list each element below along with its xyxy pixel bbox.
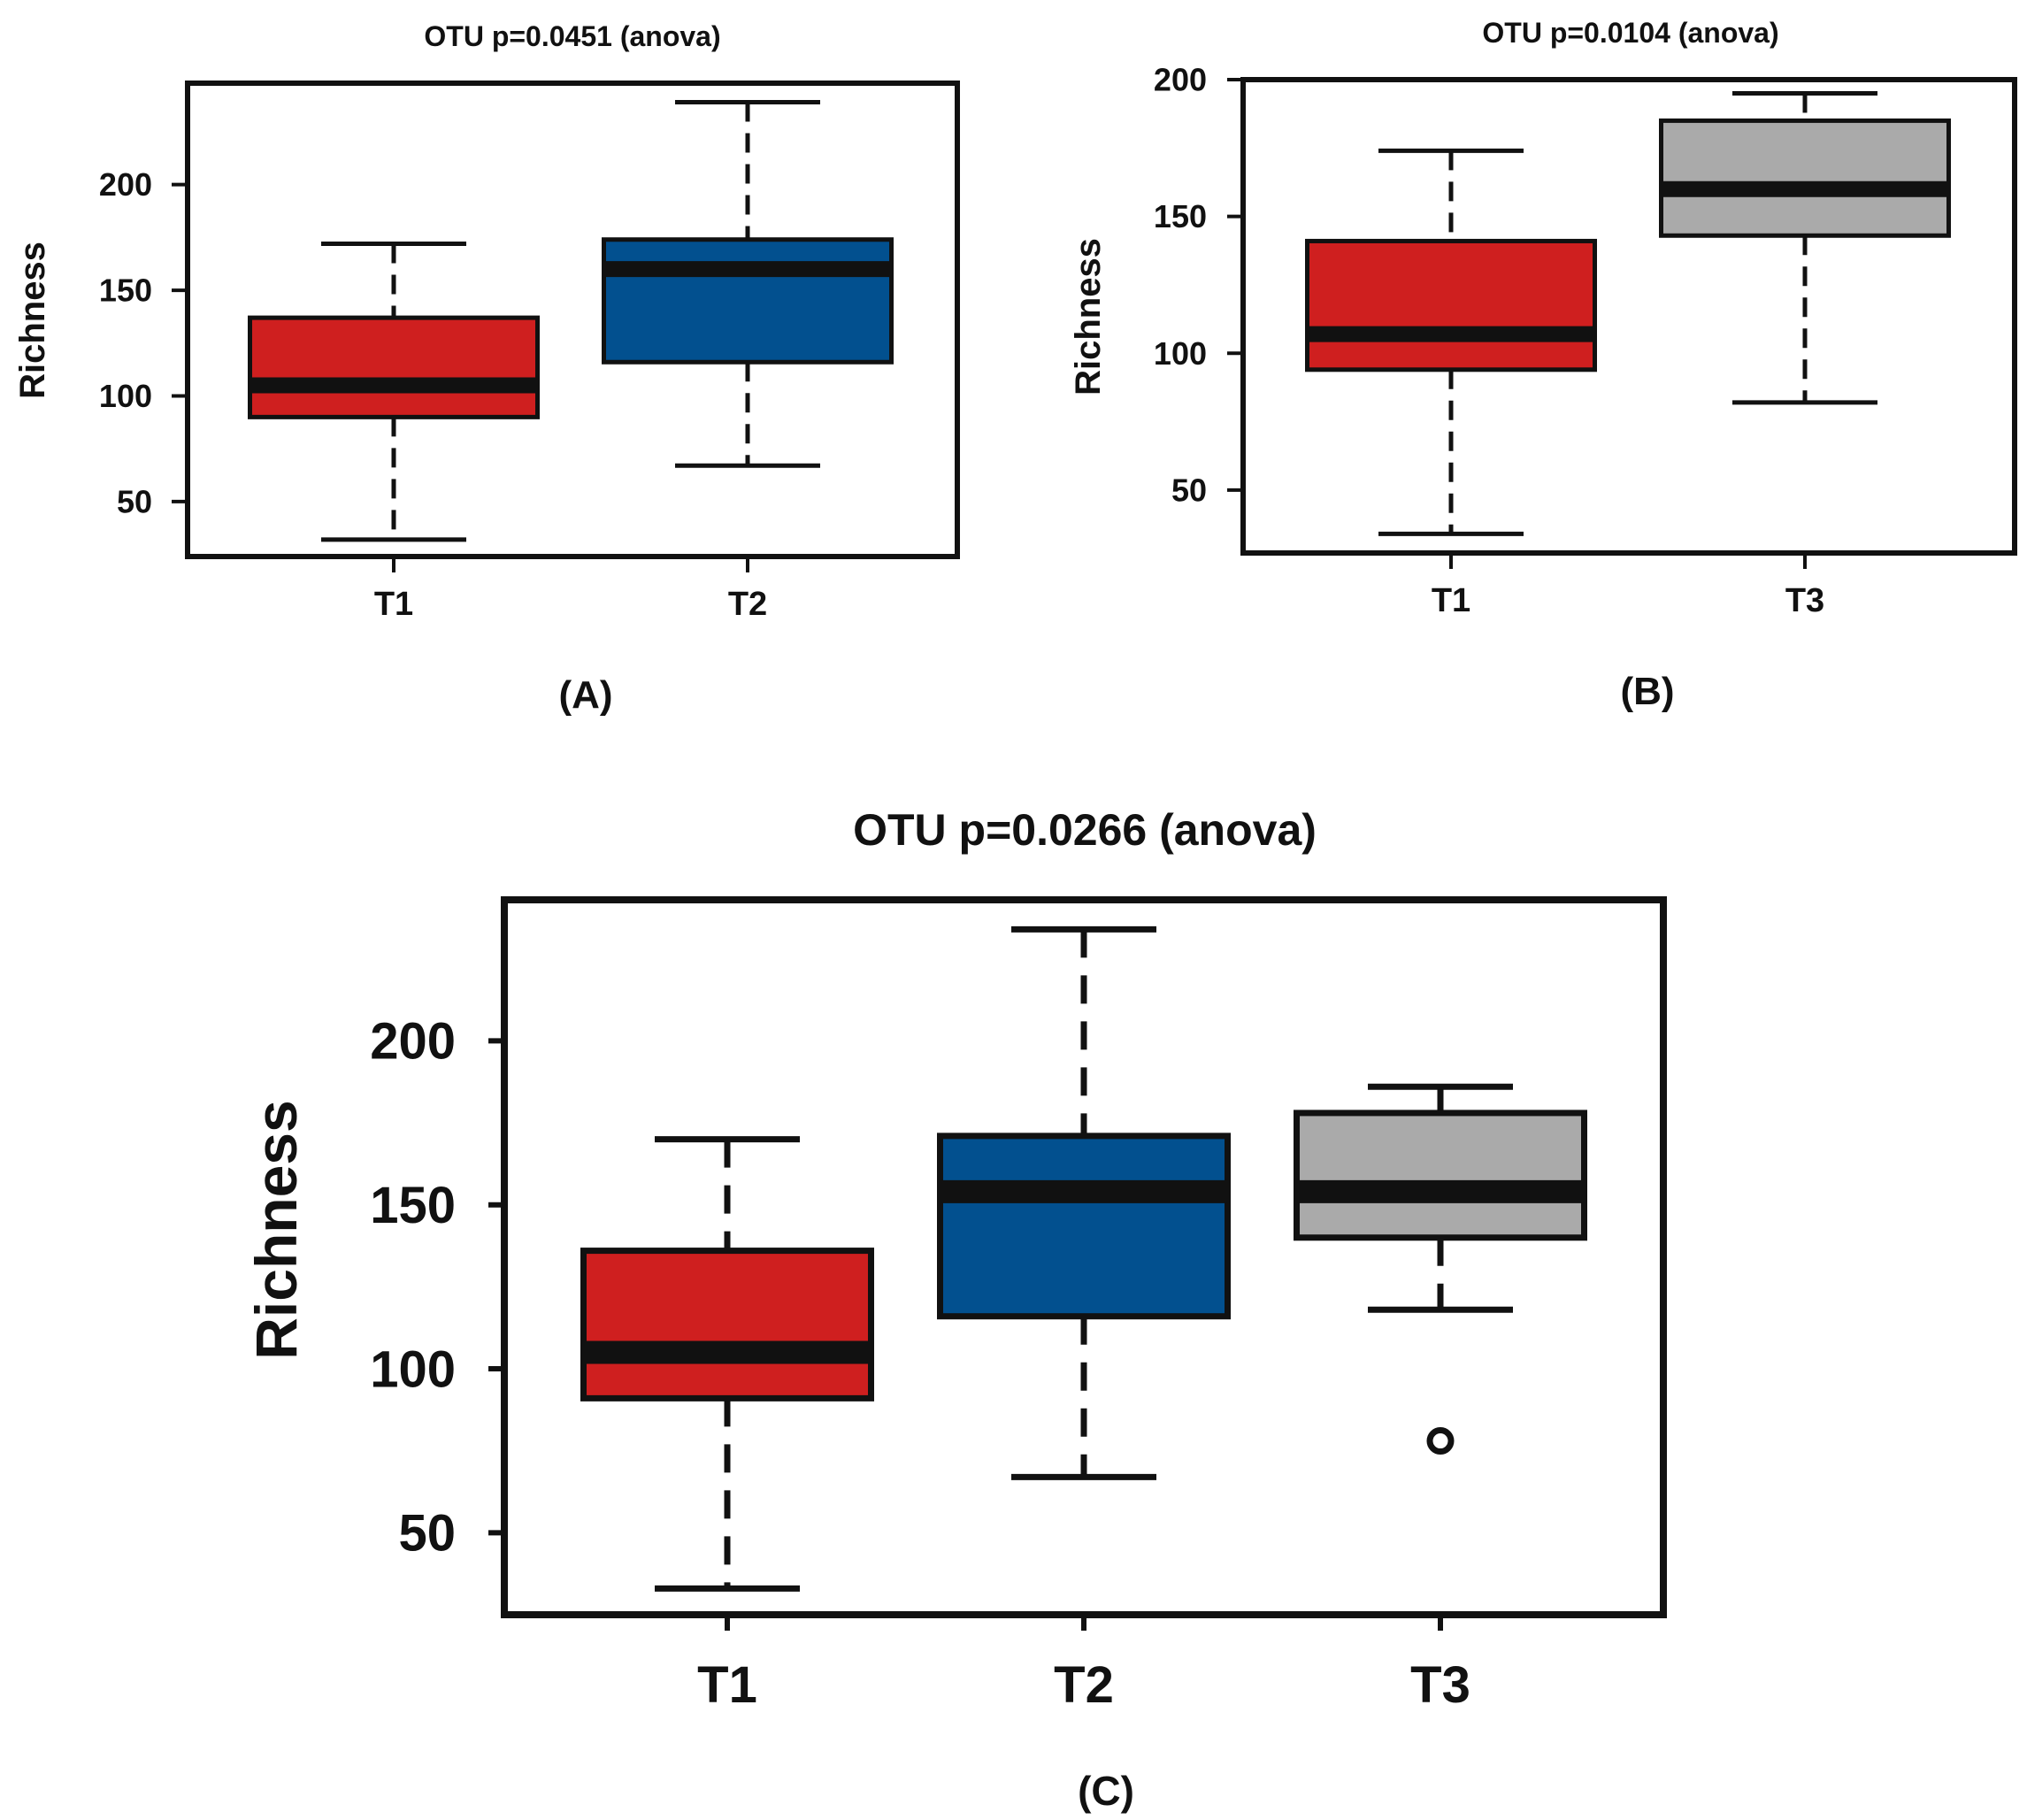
y-axis-a: 50 100 150 200 — [99, 166, 188, 520]
box-body-t1 — [248, 315, 540, 419]
panel-label-a: (A) — [558, 673, 612, 717]
box-body-t2 — [602, 237, 894, 365]
y-axis-label-a: Richness — [13, 242, 52, 399]
y-axis-label-b: Richness — [1069, 238, 1108, 395]
y-tick-label-100: 100 — [370, 1340, 456, 1398]
chart-title-b: OTU p=0.0104 (anova) — [1482, 17, 1778, 49]
x-tick-label-t1: T1 — [1432, 582, 1470, 619]
box-body-t3 — [1659, 118, 1951, 238]
y-axis-label-c: Richness — [243, 1100, 309, 1359]
y-tick-label-100: 100 — [1154, 335, 1207, 372]
y-axis-b: 50 100 150 200 — [1154, 62, 1243, 508]
y-tick-label-100: 100 — [99, 378, 152, 414]
y-tick-label-50: 50 — [1171, 472, 1207, 508]
x-tick-label-t2: T2 — [728, 586, 767, 623]
y-tick-label-200: 200 — [1154, 62, 1207, 98]
boxes-a: T1 T2 — [248, 99, 894, 623]
box-body-t1 — [580, 1248, 874, 1401]
box-body-t1 — [1305, 238, 1597, 372]
box-t1 — [580, 1136, 874, 1592]
box-body-t2 — [937, 1133, 1231, 1320]
plot-frame-a — [185, 81, 960, 559]
plot-frame-b — [1240, 77, 2017, 556]
y-tick-label-200: 200 — [99, 166, 152, 203]
chart-panel-a: OTU p=0.0451 (anova) Richness (A) 50 100 1… — [13, 20, 960, 717]
chart-panel-c: OTU p=0.0266 (anova) Richness (C) 50 100 1… — [243, 805, 1667, 1814]
boxes-c: T1 T2 T3 — [580, 925, 1587, 1714]
panel-label-b: (B) — [1620, 670, 1674, 713]
x-tick-label-t3: T3 — [1410, 1656, 1470, 1714]
chart-title-a: OTU p=0.0451 (anova) — [424, 20, 720, 52]
x-tick-label-t2: T2 — [1054, 1656, 1114, 1714]
box-t2 — [602, 99, 894, 468]
box-t1 — [1305, 148, 1597, 536]
y-tick-label-50: 50 — [398, 1505, 456, 1563]
chart-title-c: OTU p=0.0266 (anova) — [853, 805, 1317, 855]
y-tick-label-150: 150 — [370, 1177, 456, 1234]
x-tick-label-t1: T1 — [697, 1656, 757, 1714]
box-body-t3 — [1294, 1110, 1587, 1241]
y-axis-c: 50 100 150 200 — [370, 1013, 504, 1563]
panel-label-c: (C) — [1078, 1768, 1134, 1814]
boxes-b: T1 T3 — [1305, 90, 1951, 619]
x-tick-label-t1: T1 — [374, 586, 413, 623]
box-t2 — [937, 925, 1231, 1480]
x-tick-label-t3: T3 — [1785, 582, 1824, 619]
y-tick-label-150: 150 — [1154, 198, 1207, 234]
box-t3 — [1659, 90, 1951, 405]
y-tick-label-150: 150 — [99, 273, 152, 309]
y-tick-label-200: 200 — [370, 1013, 456, 1071]
chart-panel-b: OTU p=0.0104 (anova) Richness (B) 50 100 1… — [1069, 17, 2017, 713]
box-t3 — [1294, 1083, 1587, 1455]
y-tick-label-50: 50 — [117, 484, 152, 520]
box-t1 — [248, 242, 540, 542]
outlier-t3-0 — [1426, 1427, 1455, 1455]
